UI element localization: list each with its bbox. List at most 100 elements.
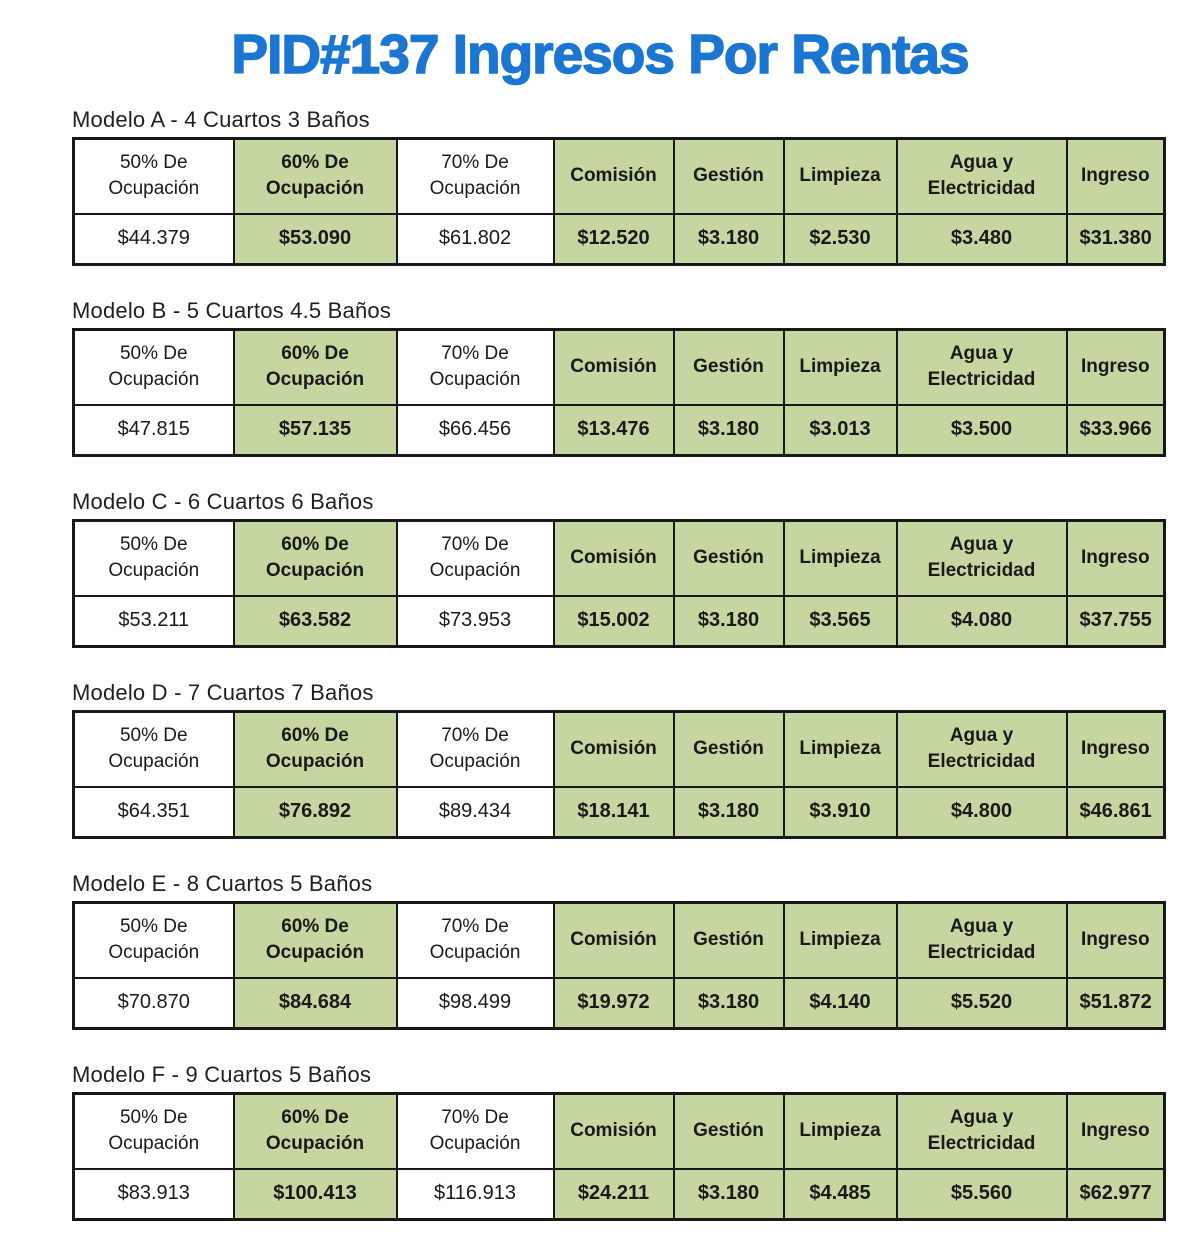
tables-container: Modelo A - 4 Cuartos 3 Baños 50% De Ocup… xyxy=(0,107,1200,1221)
column-header: Gestión xyxy=(672,710,785,788)
column-header: Comisión xyxy=(552,901,675,979)
value-cell: $98.499 xyxy=(395,977,555,1029)
column-header: Ingreso xyxy=(1065,137,1166,215)
value-cell: $64.351 xyxy=(72,786,235,838)
value-cell: $3.565 xyxy=(782,595,898,647)
section-title: Modelo B - 5 Cuartos 4.5 Baños xyxy=(72,297,392,323)
column-header: Comisión xyxy=(552,137,675,215)
value-cell: $70.870 xyxy=(72,977,235,1029)
value-cell: $66.456 xyxy=(395,404,555,456)
column-header: 50% De Ocupación xyxy=(72,137,235,215)
model-section: Modelo C - 6 Cuartos 6 Baños 50% De Ocup… xyxy=(72,489,1200,648)
value-cell: $3.910 xyxy=(782,786,898,838)
column-header: 50% De Ocupación xyxy=(72,901,235,979)
value-row: $47.815 $57.135 $66.456 $13.476 $3.180 $3.013… xyxy=(72,404,1166,456)
value-cell: $12.520 xyxy=(552,213,675,265)
value-cell: $3.180 xyxy=(672,1168,785,1220)
header-row: 50% De Ocupación 60% De Ocupación 70% De O… xyxy=(72,137,1166,215)
value-row: $53.211 $63.582 $73.953 $15.002 $3.180 $3.565… xyxy=(72,595,1166,647)
column-header: Limpieza xyxy=(782,137,898,215)
model-section: Modelo A - 4 Cuartos 3 Baños 50% De Ocup… xyxy=(72,107,1200,266)
value-cell: $37.755 xyxy=(1065,595,1166,647)
value-cell: $4.140 xyxy=(782,977,898,1029)
value-cell: $63.582 xyxy=(232,595,398,647)
value-cell: $46.861 xyxy=(1065,786,1166,838)
value-cell: $3.480 xyxy=(895,213,1068,265)
value-cell: $73.953 xyxy=(395,595,555,647)
column-header: 60% De Ocupación xyxy=(232,710,398,788)
value-cell: $15.002 xyxy=(552,595,675,647)
value-cell: $57.135 xyxy=(232,404,398,456)
column-header: Comisión xyxy=(552,519,675,597)
value-cell: $4.485 xyxy=(782,1168,898,1220)
header-row: 50% De Ocupación 60% De Ocupación 70% De O… xyxy=(72,710,1166,788)
value-cell: $89.434 xyxy=(395,786,555,838)
column-header: Gestión xyxy=(672,519,785,597)
value-cell: $116.913 xyxy=(395,1168,555,1220)
section-title: Modelo E - 8 Cuartos 5 Baños xyxy=(72,870,373,896)
value-cell: $3.180 xyxy=(672,213,785,265)
value-cell: $2.530 xyxy=(782,213,898,265)
value-cell: $53.211 xyxy=(72,595,235,647)
column-header: Gestión xyxy=(672,1092,785,1170)
column-header: 60% De Ocupación xyxy=(232,328,398,406)
column-header: 70% De Ocupación xyxy=(395,519,555,597)
value-cell: $31.380 xyxy=(1065,213,1166,265)
value-cell: $5.520 xyxy=(895,977,1068,1029)
value-cell: $51.872 xyxy=(1065,977,1166,1029)
header-row: 50% De Ocupación 60% De Ocupación 70% De O… xyxy=(72,1092,1166,1170)
header-row: 50% De Ocupación 60% De Ocupación 70% De O… xyxy=(72,328,1166,406)
value-cell: $62.977 xyxy=(1065,1168,1166,1220)
value-cell: $24.211 xyxy=(552,1168,675,1220)
value-row: $64.351 $76.892 $89.434 $18.141 $3.180 $3.910… xyxy=(72,786,1166,838)
column-header: 70% De Ocupación xyxy=(395,328,555,406)
value-cell: $76.892 xyxy=(232,786,398,838)
rental-income-table: 50% De Ocupación 60% De Ocupación 70% De O… xyxy=(72,327,1166,457)
rental-income-table: 50% De Ocupación 60% De Ocupación 70% De O… xyxy=(72,709,1166,839)
value-cell: $3.180 xyxy=(672,786,785,838)
header-row: 50% De Ocupación 60% De Ocupación 70% De O… xyxy=(72,901,1166,979)
section-title: Modelo D - 7 Cuartos 7 Baños xyxy=(72,679,374,705)
column-header: 70% De Ocupación xyxy=(395,710,555,788)
value-cell: $3.180 xyxy=(672,595,785,647)
value-cell: $61.802 xyxy=(395,213,555,265)
value-cell: $3.500 xyxy=(895,404,1068,456)
value-cell: $47.815 xyxy=(72,404,235,456)
section-title: Modelo A - 4 Cuartos 3 Baños xyxy=(72,106,370,132)
column-header: Gestión xyxy=(672,137,785,215)
column-header: Ingreso xyxy=(1065,901,1166,979)
model-section: Modelo F - 9 Cuartos 5 Baños 50% De Ocup… xyxy=(72,1062,1200,1221)
rental-income-table: 50% De Ocupación 60% De Ocupación 70% De O… xyxy=(72,900,1166,1030)
column-header: Comisión xyxy=(552,710,675,788)
rental-income-table: 50% De Ocupación 60% De Ocupación 70% De O… xyxy=(72,518,1166,648)
column-header: Comisión xyxy=(552,1092,675,1170)
column-header: Agua y Electricidad xyxy=(895,137,1068,215)
section-title: Modelo C - 6 Cuartos 6 Baños xyxy=(72,488,374,514)
column-header: Limpieza xyxy=(782,901,898,979)
column-header: 50% De Ocupación xyxy=(72,519,235,597)
column-header: Comisión xyxy=(552,328,675,406)
column-header: Limpieza xyxy=(782,328,898,406)
value-cell: $3.180 xyxy=(672,977,785,1029)
model-section: Modelo E - 8 Cuartos 5 Baños 50% De Ocup… xyxy=(72,871,1200,1030)
value-cell: $13.476 xyxy=(552,404,675,456)
value-cell: $4.800 xyxy=(895,786,1068,838)
column-header: Agua y Electricidad xyxy=(895,1092,1068,1170)
column-header: Ingreso xyxy=(1065,1092,1166,1170)
value-cell: $33.966 xyxy=(1065,404,1166,456)
value-cell: $44.379 xyxy=(72,213,235,265)
column-header: Limpieza xyxy=(782,710,898,788)
page-title: PID#137 Ingresos Por Rentas xyxy=(231,23,971,85)
value-cell: $5.560 xyxy=(895,1168,1068,1220)
value-cell: $53.090 xyxy=(232,213,398,265)
value-row: $83.913 $100.413 $116.913 $24.211 $3.180 $4.4… xyxy=(72,1168,1166,1220)
column-header: Ingreso xyxy=(1065,519,1166,597)
column-header: Limpieza xyxy=(782,1092,898,1170)
value-cell: $83.913 xyxy=(72,1168,235,1220)
section-title: Modelo F - 9 Cuartos 5 Baños xyxy=(72,1061,372,1087)
column-header: 60% De Ocupación xyxy=(232,901,398,979)
value-cell: $84.684 xyxy=(232,977,398,1029)
value-cell: $4.080 xyxy=(895,595,1068,647)
model-section: Modelo B - 5 Cuartos 4.5 Baños 50% De Oc… xyxy=(72,298,1200,457)
